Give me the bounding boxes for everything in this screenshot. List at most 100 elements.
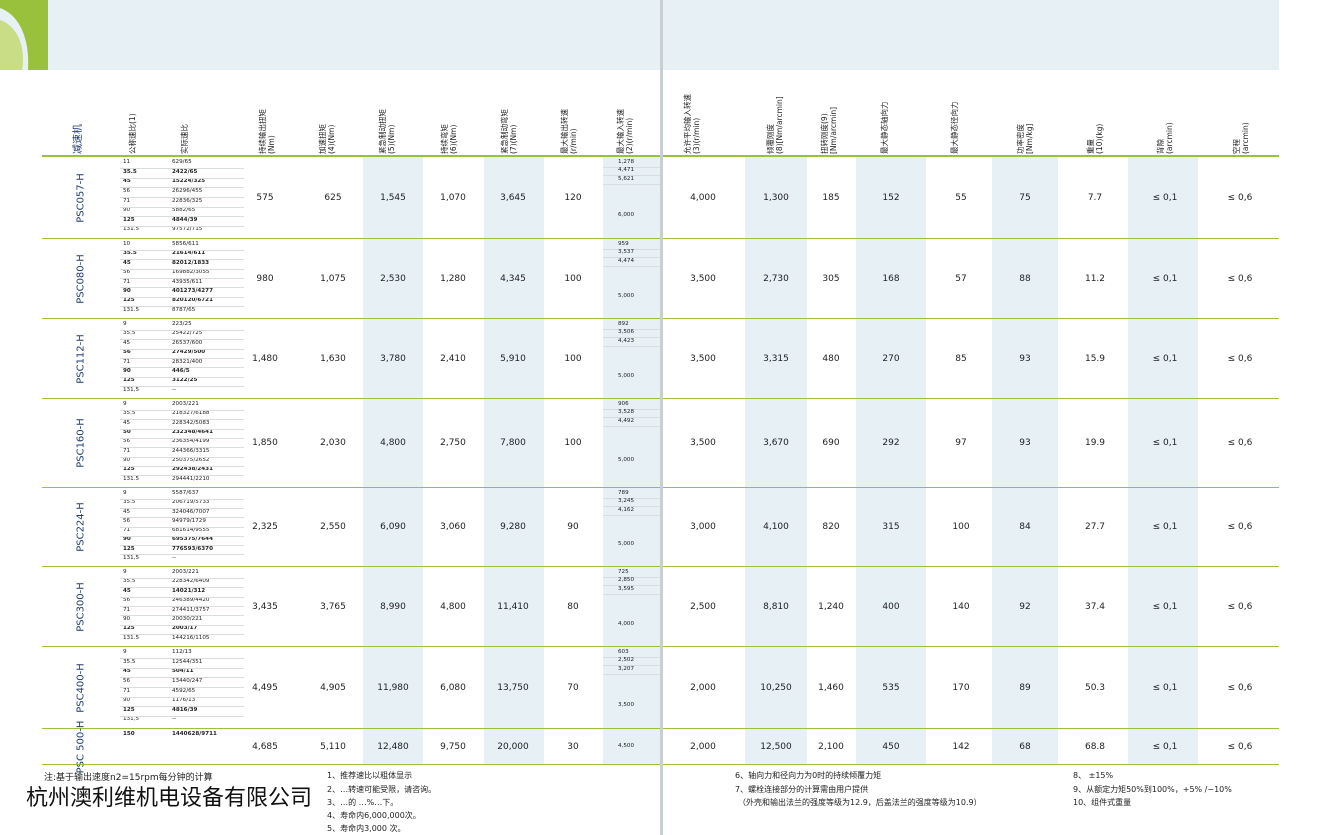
actual-ratio: 28321/400 <box>172 358 203 365</box>
value-right-3: 152 <box>882 192 900 203</box>
column-header-label: 最大静态径向力 <box>950 101 959 155</box>
input-sep <box>603 498 660 499</box>
sub-row-sep <box>120 587 244 589</box>
nominal-ratio: 131,5 <box>123 716 140 723</box>
column-shade-right-2 <box>992 155 1058 765</box>
sub-row-sep <box>120 517 244 519</box>
value-left-4: 11,410 <box>497 601 529 612</box>
sub-row-sep <box>120 225 244 227</box>
sub-row-sep <box>120 177 244 179</box>
nominal-ratio: 9 <box>123 401 127 407</box>
value-right-7: ≤ 0,1 <box>1152 601 1178 612</box>
nominal-ratio: 71 <box>123 687 131 694</box>
actual-ratio: 5856/611 <box>172 241 199 247</box>
row-rule-right <box>663 398 1279 399</box>
value-right-5: 92 <box>1019 601 1031 612</box>
input-sep <box>603 585 660 586</box>
column-header-left-6: 持续弯矩 (6)(Nm) <box>440 72 464 154</box>
column-header-label: 倾覆刚度 (8)[Nm/arcmin] <box>766 96 784 154</box>
value-left-4: 9,280 <box>500 522 526 532</box>
sub-row-sep <box>120 526 244 528</box>
actual-ratio: 3122/25 <box>172 377 198 384</box>
sub-row-sep <box>120 475 244 477</box>
note-8: 8、 ±15% <box>1073 771 1114 780</box>
value-right-7: ≤ 0,1 <box>1152 438 1178 448</box>
column-header-right-2: 扭转刚度(9) [Nm/arcmin] <box>820 72 844 154</box>
nominal-ratio: 131,5 <box>123 554 140 561</box>
nominal-ratio: 131.5 <box>123 475 140 482</box>
value-left-1: 2,030 <box>320 438 346 448</box>
value-right-2: 1,240 <box>818 601 844 612</box>
header-rule-left <box>42 155 660 157</box>
input-sep <box>603 167 660 168</box>
nominal-ratio: 56 <box>123 677 131 684</box>
input-speed: 892 <box>618 321 629 327</box>
actual-ratio: -- <box>172 554 177 561</box>
input-sep <box>603 184 660 185</box>
value-right-0: 3,500 <box>690 273 716 284</box>
value-left-1: 4,905 <box>320 682 346 693</box>
value-right-7: ≤ 0,1 <box>1152 522 1178 532</box>
nominal-ratio: 9 <box>123 321 127 327</box>
input-sep <box>603 594 660 595</box>
nominal-ratio: 35.5 <box>123 168 137 175</box>
value-left-1: 1,630 <box>320 353 346 364</box>
input-sep <box>603 577 660 578</box>
nominal-ratio: 131,5 <box>123 386 140 393</box>
actual-ratio: 169882/3055 <box>172 269 210 276</box>
actual-ratio: 4844/39 <box>172 216 198 223</box>
input-speed: 906 <box>618 401 629 407</box>
input-speed: 4,474 <box>618 258 635 264</box>
row-rule-left <box>42 398 660 399</box>
model-label-5: PSC300-H <box>42 567 120 646</box>
value-left-2: 1,545 <box>380 192 406 203</box>
value-left-5: 30 <box>567 741 579 752</box>
sub-row-sep <box>120 465 244 467</box>
column-header-label: 功率密度 [Nm/kg] <box>1016 123 1034 154</box>
note-10: 10、组件式重量 <box>1073 798 1132 807</box>
nominal-ratio: 71 <box>123 278 131 285</box>
nominal-ratio: 71 <box>123 606 131 613</box>
value-right-2: 820 <box>822 522 840 532</box>
actual-ratio: 228342/6409 <box>172 578 210 585</box>
nominal-ratio: 125 <box>123 297 135 304</box>
value-left-3: 3,060 <box>440 522 466 532</box>
model-name: PSC400-H <box>75 662 87 713</box>
value-right-7: ≤ 0,1 <box>1152 682 1178 693</box>
actual-ratio: 4592/65 <box>172 687 196 694</box>
value-left-5: 100 <box>564 438 582 448</box>
nominal-ratio: 35.5 <box>123 578 136 585</box>
row-rule-left <box>42 764 660 765</box>
sub-row-sep <box>120 348 244 350</box>
actual-ratio: 504/11 <box>172 668 194 675</box>
sub-row-sep <box>120 508 244 509</box>
value-right-5: 93 <box>1019 353 1031 364</box>
value-right-5: 75 <box>1019 192 1031 203</box>
note-2: 2、…转速可能受限，请咨询。 <box>327 785 437 794</box>
note-9: 9、从额定力矩50%到100%，+5% /−10% <box>1073 785 1232 794</box>
input-speed: 3,500 <box>618 701 635 708</box>
sub-row-sep <box>120 168 244 170</box>
value-left-0: 2,325 <box>252 522 278 532</box>
sub-row-sep <box>120 687 244 688</box>
input-speed: 2,850 <box>618 577 635 583</box>
column-header-label: 重量 (10)(kg) <box>1086 123 1104 154</box>
column-header-label: 持续弯矩 (6)(Nm) <box>440 124 458 154</box>
nominal-ratio: 50 <box>123 429 131 435</box>
value-right-2: 480 <box>822 353 840 364</box>
column-header-right-6: 重量 (10)(kg) <box>1086 72 1110 154</box>
input-sep <box>603 665 660 666</box>
input-speed: 4,162 <box>618 507 635 513</box>
nominal-ratio: 10 <box>123 241 131 247</box>
actual-ratio: 2003/17 <box>172 625 198 632</box>
value-right-3: 168 <box>882 273 900 284</box>
value-right-3: 292 <box>882 438 900 448</box>
value-right-2: 1,460 <box>818 682 844 693</box>
actual-ratio: 15224/325 <box>172 178 206 185</box>
value-right-6: 68.8 <box>1084 741 1106 752</box>
input-sep <box>603 346 660 347</box>
input-sep <box>603 657 660 658</box>
sub-row-sep <box>120 428 244 430</box>
actual-ratio: 294441/2210 <box>172 475 210 482</box>
nominal-ratio: 131.5 <box>123 634 140 641</box>
